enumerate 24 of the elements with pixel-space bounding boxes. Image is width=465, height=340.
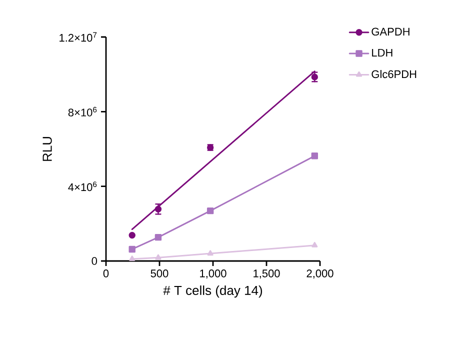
x-tick-label: 500 [150,270,168,278]
point [155,254,162,260]
x-tick-label: 1,500 [254,270,280,279]
legend-label: LDH [372,48,392,57]
y-axis-title: RLU [42,136,52,161]
point [312,242,318,248]
y-tick-label: 0 [92,257,98,265]
x-tick-label: 1,000 [200,270,226,279]
y-tick-label: 8×10$^{6}$ [68,106,97,116]
point [128,232,136,239]
point [207,250,214,256]
y-tick-label: 1.2×10$^{7}$ [60,32,97,42]
point [154,206,162,212]
point [129,256,136,261]
x-tick-label: 2,000 [306,270,334,279]
legend-label: GAPDH [372,28,410,36]
point [154,234,162,241]
point [128,246,136,253]
x-tick-label: 0 [103,270,109,278]
point [311,152,318,160]
x-axis-title: # T cells (day 14) [163,285,262,298]
legend-label: Glc6PDH [372,70,416,78]
point [206,207,214,214]
y-tick-label: 4×10$^{6}$ [68,182,97,192]
